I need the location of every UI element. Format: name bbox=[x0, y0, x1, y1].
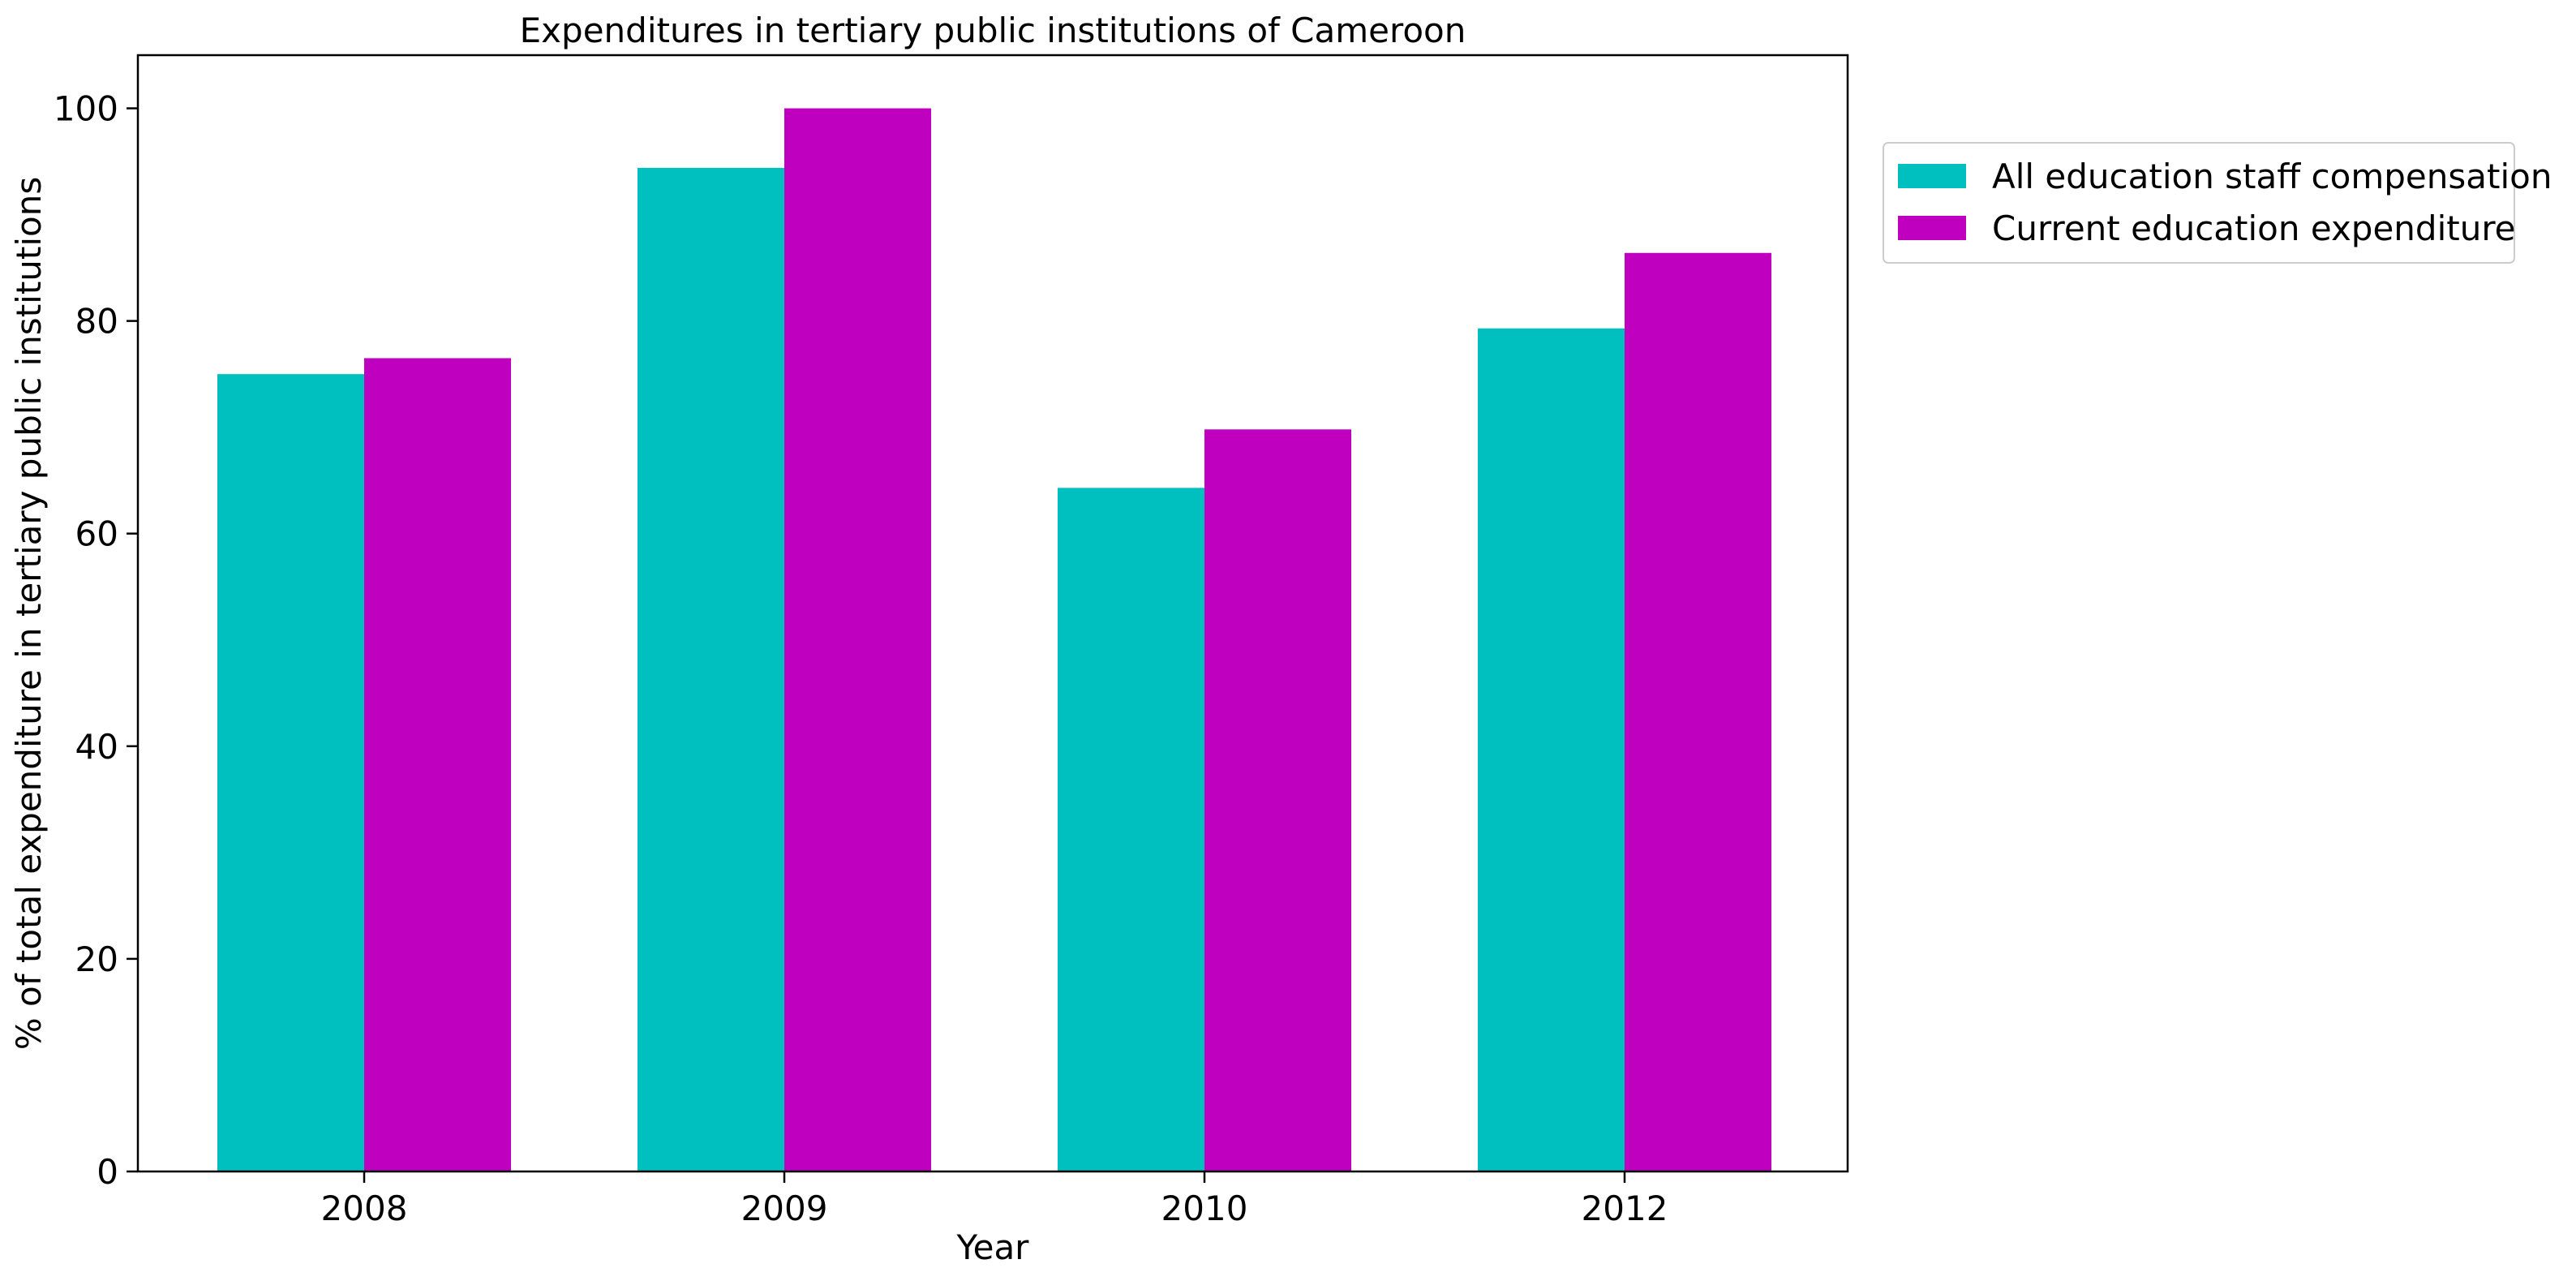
y-tick-label: 100 bbox=[54, 89, 118, 129]
bar-staff-compensation-2012 bbox=[1478, 328, 1625, 1172]
legend: All education staff compensation Current… bbox=[1883, 142, 2552, 264]
legend-swatch-staff-compensation bbox=[1898, 164, 1966, 188]
y-tick-label: 80 bbox=[75, 302, 118, 342]
y-tick-label: 20 bbox=[75, 939, 118, 979]
plot-area bbox=[136, 54, 1849, 1173]
bar-current-expenditure-2008 bbox=[364, 358, 511, 1171]
y-axis-ticks: 0 20 40 60 80 100 bbox=[54, 89, 138, 1192]
bar-current-expenditure-2012 bbox=[1625, 252, 1771, 1172]
bar-current-expenditure-2009 bbox=[784, 108, 931, 1171]
x-axis-label: Year bbox=[956, 1227, 1030, 1267]
y-tick-label: 60 bbox=[75, 514, 118, 554]
legend-label-current-expenditure: Current education expenditure bbox=[1992, 208, 2516, 248]
chart-title: Expenditures in tertiary public institut… bbox=[520, 11, 1466, 50]
y-tick-label: 0 bbox=[97, 1152, 118, 1192]
x-tick-label: 2009 bbox=[741, 1189, 828, 1228]
x-tick-label: 2012 bbox=[1582, 1189, 1668, 1228]
bars-group bbox=[217, 108, 1771, 1172]
x-axis-ticks: 2008 2009 2010 2012 bbox=[321, 1171, 1668, 1228]
legend-swatch-current-expenditure bbox=[1898, 216, 1966, 240]
x-tick-label: 2008 bbox=[321, 1189, 408, 1228]
bar-current-expenditure-2010 bbox=[1204, 429, 1351, 1171]
y-axis-label: % of total expenditure in tertiary publi… bbox=[9, 177, 49, 1051]
bar-staff-compensation-2009 bbox=[638, 167, 784, 1171]
legend-box bbox=[1883, 142, 2515, 264]
bar-staff-compensation-2008 bbox=[217, 374, 364, 1172]
y-tick-label: 40 bbox=[75, 727, 118, 767]
x-tick-label: 2010 bbox=[1161, 1189, 1248, 1228]
bar-staff-compensation-2010 bbox=[1058, 488, 1204, 1171]
legend-label-staff-compensation: All education staff compensation bbox=[1992, 157, 2552, 196]
